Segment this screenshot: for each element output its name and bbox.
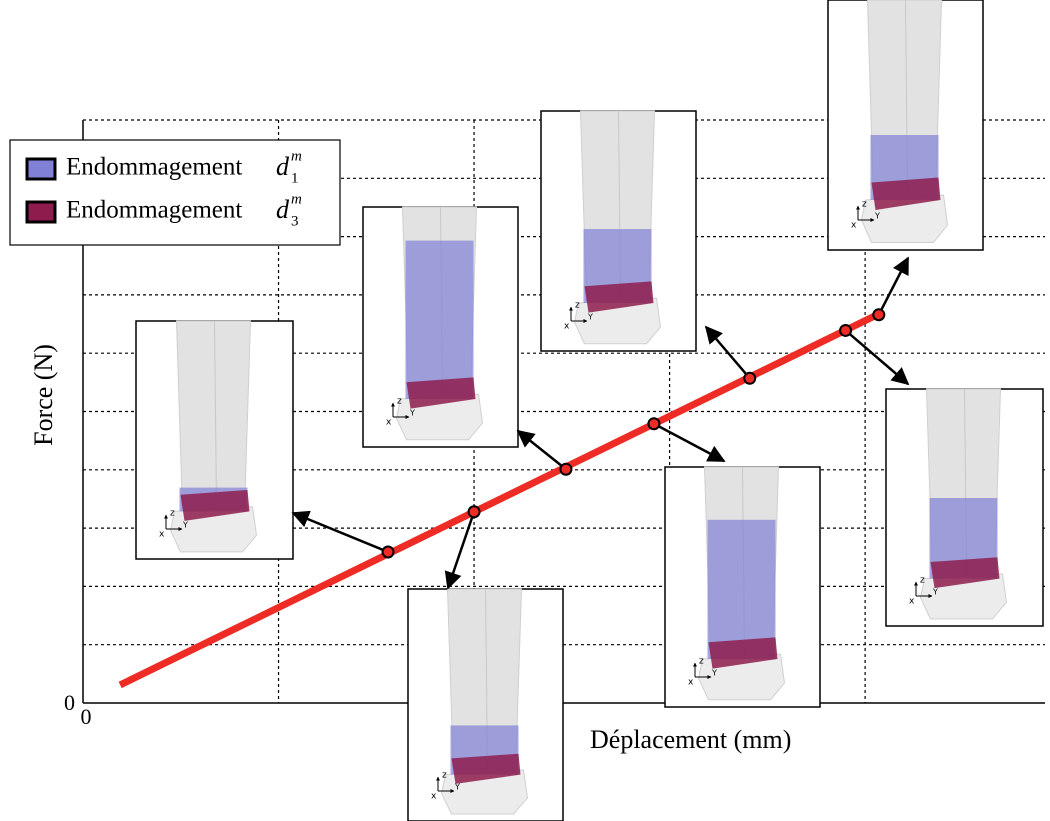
point	[381, 545, 395, 559]
legend-swatch	[25, 157, 57, 181]
x-tick-label: 0	[81, 704, 92, 729]
damage-d3	[584, 281, 654, 313]
triad-label: Y	[932, 588, 938, 597]
triad-label: z	[699, 657, 704, 667]
triad-label: Y	[874, 212, 880, 221]
legend-label: Endommagement	[66, 154, 242, 181]
triad-label: Y	[409, 409, 415, 418]
point	[743, 371, 757, 385]
damage-d1	[707, 519, 776, 659]
damage-d3	[708, 637, 778, 669]
leg	[175, 320, 252, 512]
triad-label: x	[688, 678, 694, 688]
legend-sup: m	[291, 191, 302, 207]
legend-label: Endommagement	[66, 197, 242, 224]
inset: z x Y	[135, 320, 294, 560]
triad-label: z	[442, 771, 447, 781]
legend-swatch	[25, 200, 57, 224]
damage-d1	[405, 240, 474, 399]
damage-d3	[930, 557, 1000, 589]
point	[467, 505, 481, 519]
triad-label: Y	[454, 783, 460, 792]
triad-label: z	[920, 576, 925, 586]
inset: z x Y	[885, 388, 1044, 627]
plot	[118, 256, 910, 689]
damage-d3	[406, 377, 476, 409]
legend-sub: 3	[291, 213, 299, 229]
damage-d3	[451, 753, 521, 784]
point	[872, 308, 886, 322]
legend-symbol: d	[276, 152, 290, 181]
triad-label: Y	[587, 313, 593, 322]
triad-label: Y	[182, 521, 188, 530]
inset: z x Y	[407, 588, 564, 821]
triad-label: z	[862, 200, 867, 210]
arrow	[516, 429, 567, 471]
legend-symbol: d	[276, 195, 290, 224]
leg-edge	[214, 320, 217, 507]
triad-label: x	[851, 221, 857, 231]
arrow	[653, 422, 726, 463]
insets: z x Yz x Yz x Yz x Yz x Yz x Yz x Y	[135, 0, 1044, 821]
triad-label: z	[170, 509, 175, 519]
arrow	[877, 256, 910, 316]
damage-d3	[180, 489, 250, 521]
point	[839, 323, 853, 337]
legend-sup: m	[291, 148, 302, 164]
arrow	[704, 325, 751, 380]
x-axis-label: Déplacement (mm)	[590, 725, 791, 754]
legend-sub: 1	[291, 170, 299, 186]
arrow	[444, 511, 476, 590]
inset: z x Y	[540, 110, 697, 352]
triad-label: Y	[711, 669, 717, 678]
triad-label: z	[397, 397, 402, 407]
triad-label: x	[431, 792, 437, 802]
point	[559, 462, 573, 476]
y-tick-label: 0	[64, 690, 75, 715]
inset: z x Y	[827, 0, 984, 251]
triad-label: z	[575, 301, 580, 311]
inset: z x Y	[664, 466, 821, 708]
damage-d3	[871, 177, 941, 210]
triad-label: x	[159, 530, 165, 540]
y-axis-label: Force (N)	[29, 344, 58, 446]
triad-label: x	[386, 418, 392, 428]
arrow	[844, 329, 910, 386]
legend-box	[9, 139, 341, 246]
inset: z x Y	[362, 206, 519, 448]
point	[647, 417, 661, 431]
triad-label: x	[909, 597, 915, 607]
arrow	[291, 510, 389, 554]
triad-label: x	[564, 322, 570, 332]
